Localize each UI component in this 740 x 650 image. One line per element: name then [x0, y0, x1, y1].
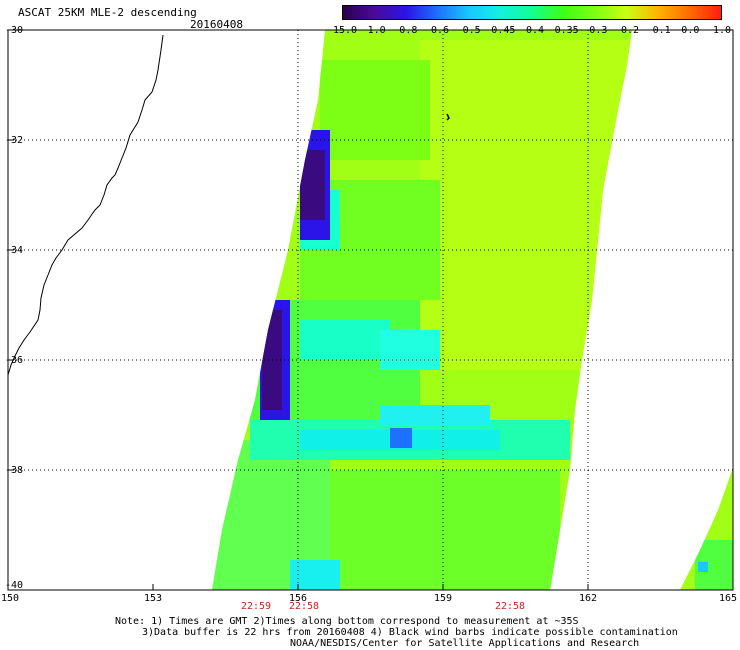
lon-label: 156 — [288, 593, 308, 604]
swath-east — [680, 468, 733, 590]
swath-main — [212, 30, 632, 590]
map-title: ASCAT 25KM MLE-2 descending — [18, 6, 197, 19]
lat-label: -36 — [5, 355, 24, 366]
lon-label: 159 — [433, 593, 453, 604]
lon-label: 153 — [143, 593, 163, 604]
lat-label: -40 — [5, 580, 24, 591]
color-bar-tick-label: -0.8 — [393, 25, 418, 36]
color-bar-tick-label: -0.3 — [583, 25, 608, 36]
note-line: NOAA/NESDIS/Center for Satellite Applica… — [290, 638, 640, 649]
color-bar-tick-label: -0.6 — [424, 25, 450, 36]
lat-label: -34 — [5, 245, 24, 256]
time-label: 22:58 — [288, 601, 320, 612]
map-date: 20160408 — [190, 18, 243, 31]
color-bar-tick-label: -15.0 — [326, 25, 358, 36]
time-label: 22:59 — [240, 601, 272, 612]
wind-barb-mark — [446, 113, 450, 121]
color-bar — [342, 5, 722, 20]
time-label: 22:58 — [494, 601, 526, 612]
color-bar-tick-label: 0.0 — [681, 25, 700, 36]
coastline — [7, 34, 164, 395]
lon-label: 165 — [718, 593, 738, 604]
color-bar-tick-label: -0.45 — [485, 25, 516, 36]
frame-ticks — [8, 139, 589, 590]
lon-label: 162 — [578, 593, 598, 604]
note-line: 3)Data buffer is 22 hrs from 20160408 4)… — [142, 627, 678, 638]
color-bar-tick-label: -0.35 — [548, 25, 579, 36]
lat-label: -38 — [5, 465, 24, 476]
color-bar-tick-label: -1.0 — [361, 25, 386, 36]
lat-label: -32 — [5, 135, 24, 146]
color-bar-tick-label: -0.4 — [519, 25, 545, 36]
lat-label: -30 — [5, 25, 24, 36]
color-bar-tick-label: 1.0 — [712, 25, 732, 36]
map-frame — [7, 29, 734, 591]
lon-label: 150 — [0, 593, 20, 604]
note-line: Note: 1) Times are GMT 2)Times along bot… — [115, 616, 579, 627]
color-bar-tick-label: -0.1 — [646, 25, 671, 36]
color-bar-tick-label: -0.2 — [614, 25, 640, 36]
color-bar-tick-label: -0.5 — [456, 25, 481, 36]
